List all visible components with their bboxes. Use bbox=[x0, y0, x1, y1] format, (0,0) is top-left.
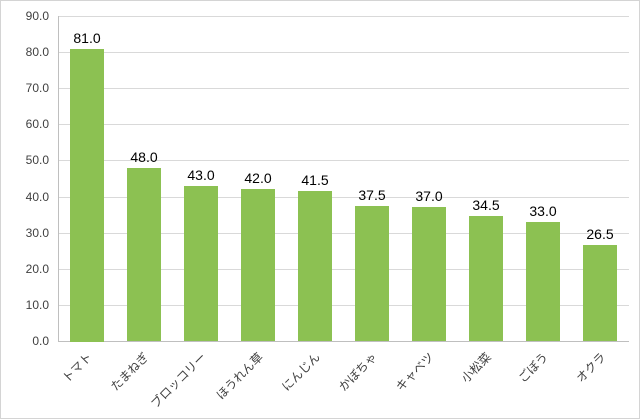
bar-value-label: 41.5 bbox=[301, 172, 329, 188]
y-gridline bbox=[58, 16, 629, 17]
bar bbox=[70, 49, 104, 342]
x-axis-category-label: キャベツ bbox=[393, 350, 438, 394]
y-axis-tick-label: 80.0 bbox=[25, 45, 49, 59]
bar-value-label: 48.0 bbox=[130, 149, 158, 165]
y-axis-tick-label: 20.0 bbox=[25, 262, 49, 276]
bar-value-label: 34.5 bbox=[472, 197, 500, 213]
bar-value-label: 43.0 bbox=[187, 167, 215, 183]
y-axis-tick-label: 30.0 bbox=[25, 226, 49, 240]
y-gridline bbox=[58, 124, 629, 125]
x-axis-category-label: オクラ bbox=[573, 350, 609, 386]
y-axis-tick-label: 90.0 bbox=[25, 9, 49, 23]
y-axis-tick-label: 0.0 bbox=[32, 334, 49, 348]
bar-value-label: 26.5 bbox=[586, 226, 614, 242]
x-axis-category-label: ごぼう bbox=[515, 350, 552, 386]
bar bbox=[583, 245, 617, 341]
bar-value-label: 37.5 bbox=[358, 187, 386, 203]
y-gridline bbox=[58, 269, 629, 270]
bar bbox=[298, 191, 332, 341]
bar bbox=[184, 186, 218, 341]
bar bbox=[526, 222, 560, 341]
x-axis-category-label: かぼちゃ bbox=[336, 350, 380, 394]
y-axis-line bbox=[58, 16, 59, 341]
y-gridline bbox=[58, 197, 629, 198]
x-axis-category-label: にんじん bbox=[279, 350, 323, 394]
y-axis-tick-label: 50.0 bbox=[25, 153, 49, 167]
y-gridline bbox=[58, 305, 629, 306]
y-axis-tick-label: 10.0 bbox=[25, 298, 49, 312]
bar-value-label: 37.0 bbox=[415, 188, 443, 204]
x-axis-line bbox=[58, 341, 629, 342]
x-axis-category-label: トマト bbox=[59, 350, 95, 386]
y-gridline bbox=[58, 52, 629, 53]
x-axis-category-label: ほうれん草 bbox=[213, 350, 266, 403]
bar bbox=[412, 207, 446, 341]
y-axis-tick-label: 60.0 bbox=[25, 117, 49, 131]
y-gridline bbox=[58, 160, 629, 161]
y-gridline bbox=[58, 88, 629, 89]
x-axis-category-label: たまねぎ bbox=[107, 350, 152, 394]
bar-value-label: 42.0 bbox=[244, 170, 272, 186]
x-axis-category-label: ブロッコリー bbox=[147, 350, 209, 411]
bar bbox=[241, 189, 275, 341]
bar bbox=[355, 206, 389, 341]
y-axis-tick-label: 70.0 bbox=[25, 81, 49, 95]
bar bbox=[469, 216, 503, 341]
bar bbox=[127, 168, 161, 341]
y-axis-tick-label: 40.0 bbox=[25, 190, 49, 204]
bar-value-label: 33.0 bbox=[529, 203, 557, 219]
bar-value-label: 81.0 bbox=[73, 30, 101, 46]
y-gridline bbox=[58, 233, 629, 234]
x-axis-category-label: 小松菜 bbox=[458, 350, 495, 386]
